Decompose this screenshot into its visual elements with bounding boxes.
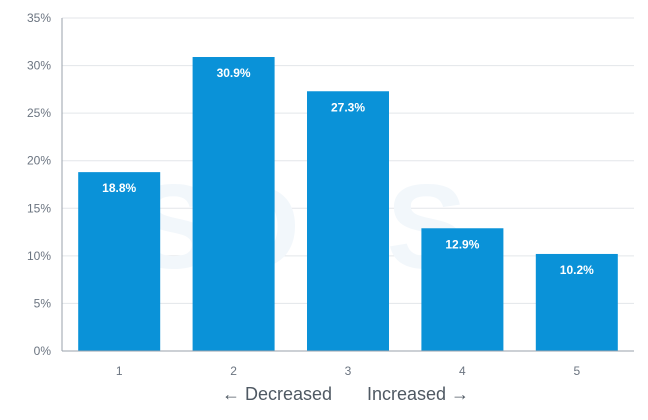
watermark-layer: SDBS [133, 160, 466, 294]
x-tick-label: 4 [459, 364, 466, 378]
x-axis-label-decreased: ← Decreased [222, 384, 333, 404]
y-tick-label: 10% [27, 249, 51, 263]
x-tick-label: 5 [573, 364, 580, 378]
x-tick-label: 1 [116, 364, 123, 378]
x-tick-label: 3 [345, 364, 352, 378]
bar-3 [307, 91, 389, 351]
y-tick-label: 25% [27, 106, 51, 120]
x-axis-label-increased: Increased → [367, 384, 470, 404]
axis-layer: 0% 5% 10% 15% 20% 25% 30% 35% 1 2 3 4 5 [27, 11, 634, 378]
bar-2 [192, 57, 275, 351]
bar-value-label: 18.8% [102, 181, 136, 195]
bar-value-label: 30.9% [217, 66, 251, 80]
bar-4 [421, 228, 504, 351]
y-tick-label: 5% [34, 296, 52, 310]
bar-5 [535, 253, 618, 351]
y-tick-label: 20% [27, 154, 51, 168]
bar-1 [78, 172, 161, 351]
bar-value-label: 10.2% [560, 263, 594, 277]
bars-layer [78, 57, 618, 351]
y-tick-label: 0% [34, 344, 52, 358]
y-tick-label: 30% [27, 59, 51, 73]
y-tick-label: 15% [27, 201, 51, 215]
labels-layer: 18.8% 30.9% 27.3% 12.9% 10.2% [102, 66, 594, 277]
bar-value-label: 12.9% [445, 237, 479, 251]
bar-value-label: 27.3% [331, 100, 365, 114]
x-tick-label: 2 [230, 364, 237, 378]
y-tick-label: 35% [27, 11, 51, 25]
watermark: SDBS [133, 160, 466, 294]
